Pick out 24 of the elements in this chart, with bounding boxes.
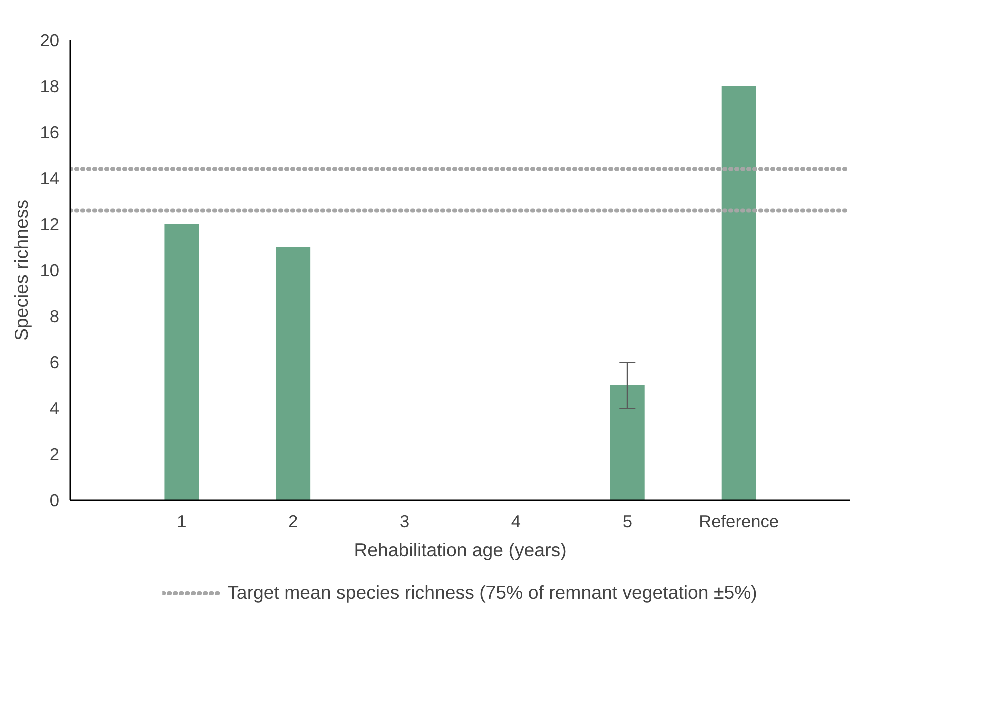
y-axis-title: Species richness [11, 200, 32, 342]
legend-label: Target mean species richness (75% of remnant vegetation ±5%) [228, 582, 758, 604]
y-tick-label: 10 [40, 260, 60, 280]
bar [722, 86, 756, 500]
y-tick-label: 0 [50, 490, 60, 510]
y-tick-label: 14 [40, 168, 60, 188]
y-tick-label: 16 [40, 122, 60, 142]
y-tick-label: 6 [50, 352, 60, 372]
bar [276, 247, 311, 500]
y-tick-label: 2 [50, 444, 60, 464]
x-axis-title: Rehabilitation age (years) [354, 540, 567, 560]
x-tick-label: 5 [622, 512, 632, 532]
y-tick-label: 8 [50, 306, 60, 326]
x-tick-label: 4 [511, 512, 522, 532]
y-tick-label: 12 [40, 214, 60, 234]
y-tick-label: 20 [40, 30, 60, 50]
x-tick-label: 2 [288, 512, 298, 532]
y-tick-label: 4 [50, 398, 60, 418]
bar [610, 385, 645, 500]
x-tick-label: 3 [400, 512, 410, 532]
y-tick-label: 18 [40, 76, 60, 96]
x-tick-label: 1 [177, 512, 187, 532]
x-tick-label: Reference [699, 512, 780, 532]
bar [164, 224, 200, 500]
